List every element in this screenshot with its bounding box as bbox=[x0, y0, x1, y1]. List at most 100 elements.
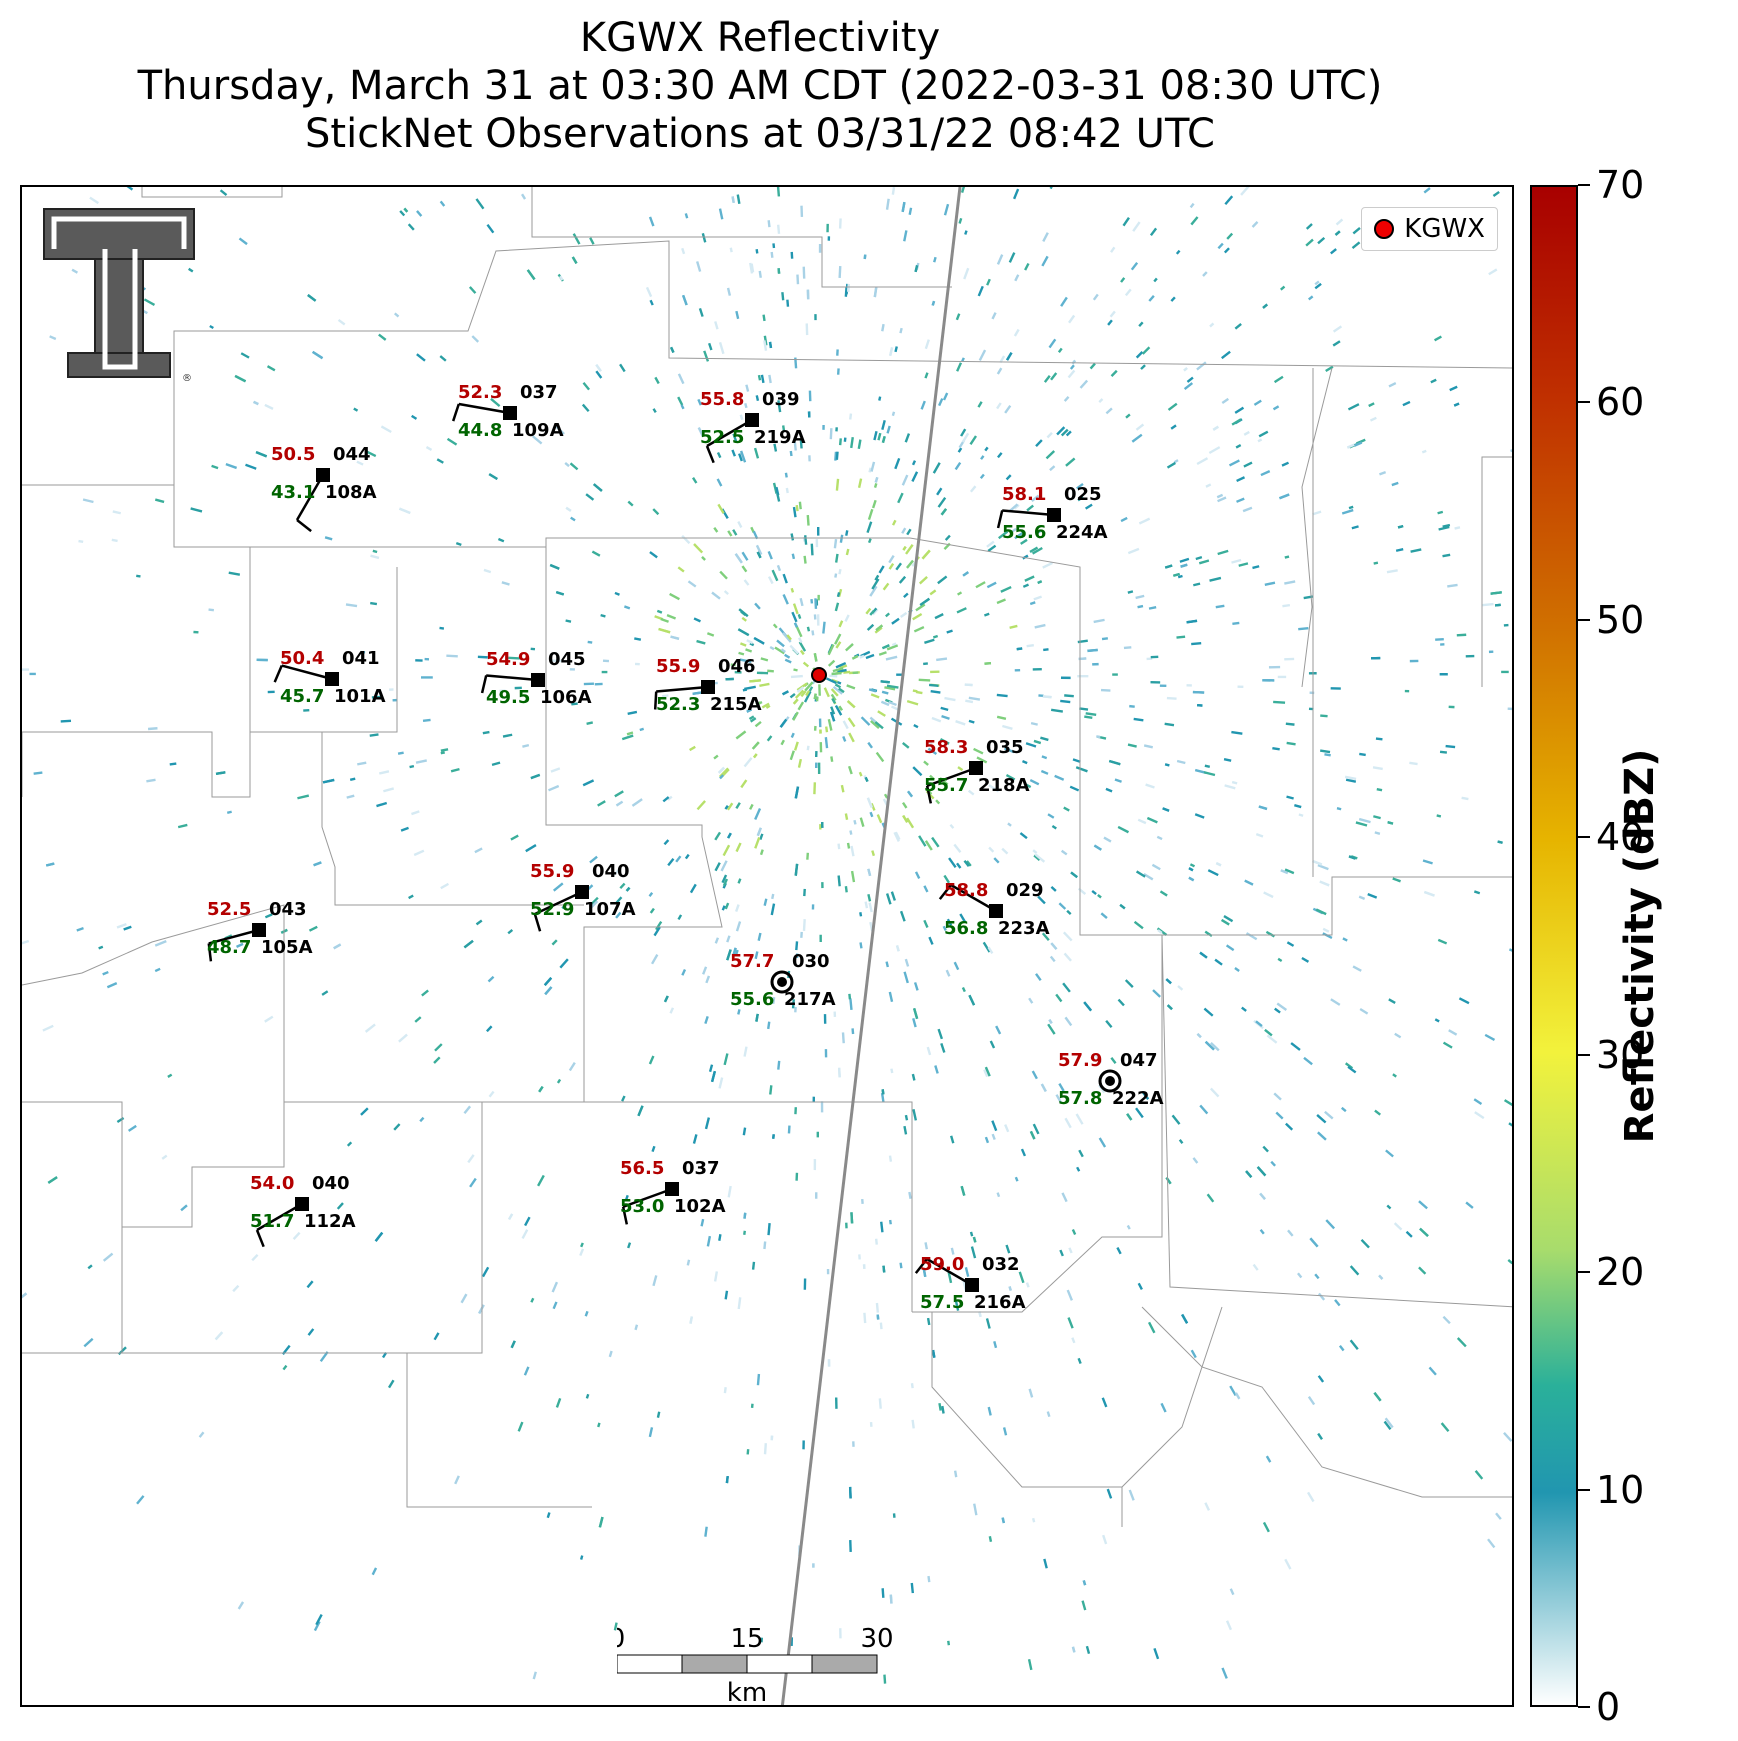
station-label: 041 bbox=[342, 649, 380, 669]
station-dewpoint: 53.0 bbox=[620, 1196, 665, 1217]
wind-barb-flag bbox=[653, 691, 658, 710]
station-wind-direction: 030 bbox=[792, 951, 830, 972]
station-label: 51.7 bbox=[250, 1212, 294, 1232]
colorbar-tick-mark bbox=[1578, 184, 1590, 186]
station-wind-direction: 046 bbox=[718, 656, 756, 677]
station-label: 58.3 bbox=[924, 738, 968, 758]
station-label: 55.6 bbox=[730, 990, 774, 1010]
station-marker[interactable] bbox=[965, 1278, 979, 1292]
radar-map[interactable]: 52.3 037 44.8 109A 55.8 039 52.5 219A 50.5 044 43.… bbox=[20, 185, 1514, 1707]
wind-barb-shaft bbox=[256, 1202, 303, 1232]
logo-registered-mark: ® bbox=[182, 373, 192, 383]
station-marker[interactable] bbox=[701, 680, 715, 694]
station-dewpoint: 51.7 bbox=[250, 1211, 295, 1232]
station-dewpoint: 55.7 bbox=[924, 775, 969, 796]
station-marker[interactable] bbox=[1047, 508, 1061, 522]
plot-title: KGWX Reflectivity Thursday, March 31 at … bbox=[0, 14, 1520, 158]
radar-site-marker[interactable] bbox=[811, 667, 827, 683]
station-id: 109A bbox=[512, 420, 564, 441]
station-marker[interactable] bbox=[969, 761, 983, 775]
station-dewpoint: 45.7 bbox=[280, 686, 325, 707]
wind-barb-shaft bbox=[706, 418, 753, 448]
station-temperature: 52.3 bbox=[458, 382, 503, 403]
station-label: 219A bbox=[754, 428, 806, 448]
station-wind-direction: 044 bbox=[333, 444, 371, 465]
station-marker[interactable] bbox=[575, 885, 589, 899]
station-marker[interactable] bbox=[295, 1197, 309, 1211]
colorbar-tick-mark bbox=[1578, 836, 1590, 839]
station-label: 108A bbox=[325, 483, 377, 503]
station-label: 45.7 bbox=[280, 687, 324, 707]
station-temperature: 52.5 bbox=[207, 899, 252, 920]
station-dewpoint: 52.9 bbox=[530, 899, 575, 920]
station-label: 58.1 bbox=[1002, 485, 1046, 505]
station-wind-direction: 037 bbox=[682, 1158, 720, 1179]
station-label: 218A bbox=[978, 776, 1030, 796]
legend-label: KGWX bbox=[1404, 214, 1485, 244]
station-label: 107A bbox=[584, 900, 636, 920]
station-marker[interactable] bbox=[989, 904, 1003, 918]
reflectivity-layer bbox=[22, 187, 1512, 1684]
station-temperature: 55.9 bbox=[530, 861, 575, 882]
station-label: 215A bbox=[710, 695, 762, 715]
station-temperature: 55.8 bbox=[700, 389, 745, 410]
station-label: 53.0 bbox=[620, 1197, 664, 1217]
wind-barb-shaft bbox=[534, 890, 583, 916]
station-dewpoint: 49.5 bbox=[486, 687, 531, 708]
colorbar-tick-label: 20 bbox=[1596, 1250, 1645, 1295]
wind-barb-shaft bbox=[295, 474, 325, 521]
station-temperature: 56.5 bbox=[620, 1158, 665, 1179]
station-dewpoint: 48.7 bbox=[207, 937, 252, 958]
station-temperature: 59.0 bbox=[920, 1254, 965, 1275]
station-calm-marker[interactable] bbox=[770, 970, 794, 994]
station-label: 52.9 bbox=[530, 900, 574, 920]
station-calm-marker[interactable] bbox=[1098, 1069, 1122, 1093]
station-label: 046 bbox=[718, 657, 756, 677]
station-label: 109A bbox=[512, 421, 564, 441]
station-wind-direction: 040 bbox=[312, 1173, 350, 1194]
colorbar-tick-mark bbox=[1578, 1706, 1590, 1708]
station-marker[interactable] bbox=[316, 468, 330, 482]
station-marker[interactable] bbox=[503, 406, 517, 420]
station-marker[interactable] bbox=[252, 923, 266, 937]
station-wind-direction: 039 bbox=[762, 389, 800, 410]
colorbar-tick-label: 60 bbox=[1596, 380, 1645, 425]
scale-tick-15: 15 bbox=[730, 1627, 763, 1654]
station-label: 216A bbox=[974, 1293, 1026, 1313]
station-temperature: 57.7 bbox=[730, 951, 775, 972]
station-label: 57.9 bbox=[1058, 1051, 1102, 1071]
station-label: 49.5 bbox=[486, 688, 530, 708]
station-temperature: 58.3 bbox=[924, 737, 969, 758]
station-calm-dot bbox=[1105, 1076, 1115, 1086]
station-label: 217A bbox=[784, 990, 836, 1010]
station-temperature: 50.5 bbox=[271, 444, 316, 465]
station-label: 56.8 bbox=[944, 919, 988, 939]
station-marker[interactable] bbox=[531, 673, 545, 687]
wind-barb-shaft bbox=[458, 402, 511, 415]
station-label: 224A bbox=[1056, 523, 1108, 543]
station-temperature: 58.8 bbox=[944, 880, 989, 901]
station-id: 107A bbox=[584, 899, 636, 920]
station-marker[interactable] bbox=[745, 413, 759, 427]
station-temperature: 54.9 bbox=[486, 649, 531, 670]
wind-barb-flag bbox=[451, 403, 460, 422]
scale-tick-0: 0 bbox=[617, 1627, 625, 1654]
station-label: 223A bbox=[998, 919, 1050, 939]
colorbar-tick-label: 40 bbox=[1596, 815, 1645, 860]
wind-barb-flag bbox=[705, 445, 715, 464]
station-label: 101A bbox=[334, 687, 386, 707]
station-label: 57.5 bbox=[920, 1293, 964, 1313]
station-marker[interactable] bbox=[325, 672, 339, 686]
station-label: 55.8 bbox=[700, 390, 744, 410]
station-dewpoint: 55.6 bbox=[730, 989, 775, 1010]
station-wind-direction: 037 bbox=[520, 382, 558, 403]
scale-tick-30: 30 bbox=[860, 1627, 893, 1654]
wind-barb-flag bbox=[273, 665, 283, 683]
station-label: 037 bbox=[682, 1159, 720, 1179]
colorbar-tick-label: 10 bbox=[1596, 1467, 1645, 1512]
station-marker[interactable] bbox=[665, 1182, 679, 1196]
station-label: 025 bbox=[1064, 485, 1102, 505]
station-label: 040 bbox=[592, 862, 630, 882]
scale-bar: 0 15 30 km bbox=[609, 1624, 917, 1705]
radar-site-marker-icon bbox=[1374, 219, 1395, 239]
